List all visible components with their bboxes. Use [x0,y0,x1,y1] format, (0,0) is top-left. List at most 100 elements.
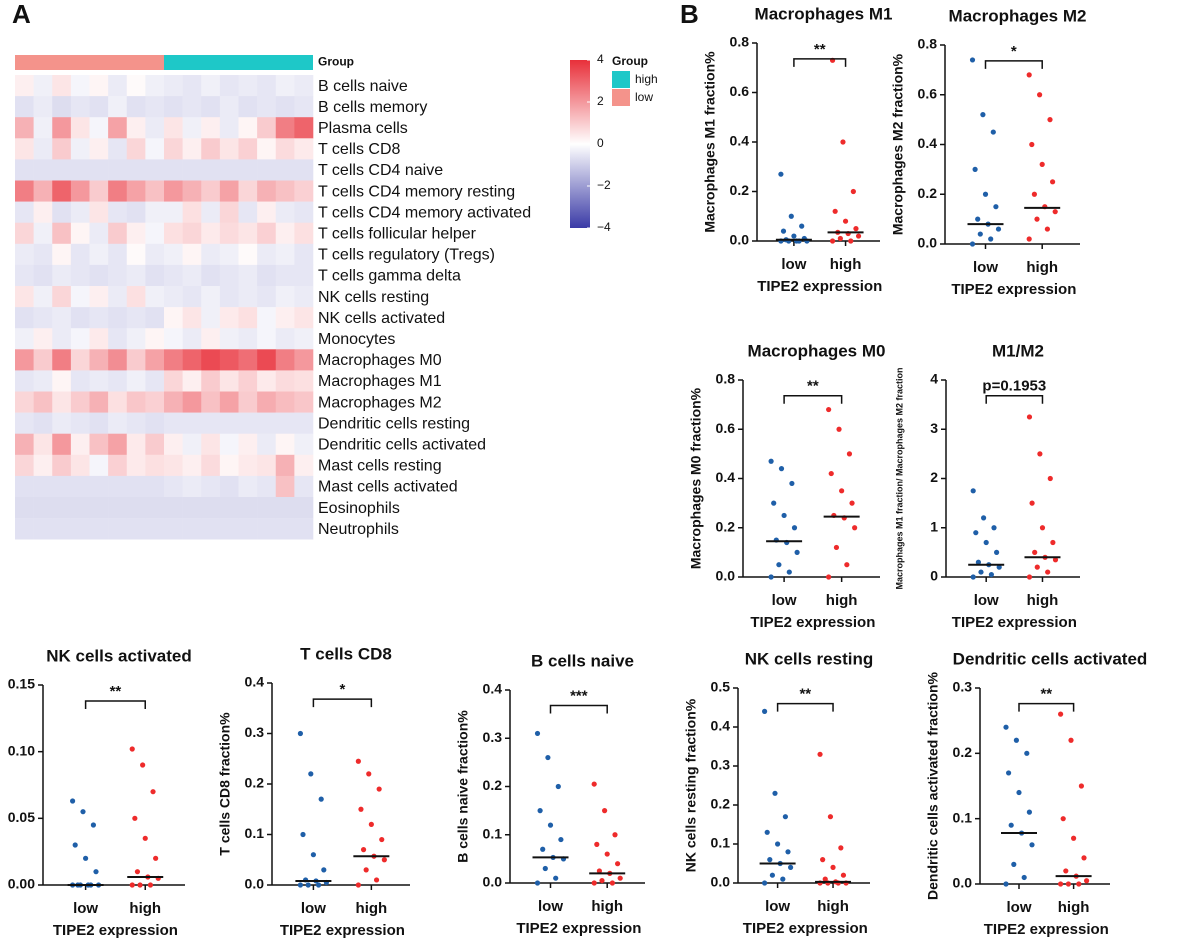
heatmap-cell [219,370,239,392]
significance-bracket [783,395,843,404]
dot [1021,874,1027,881]
heatmap-cell [52,117,72,139]
heatmap-cell [52,286,72,308]
significance-bracket [549,704,608,714]
heatmap-cell [145,497,165,519]
heatmap-cell [294,391,314,413]
heatmap-cell [164,180,183,202]
heatmap-cell [15,518,34,540]
heatmap-cell [182,497,202,519]
dot [978,569,984,575]
dot [1026,236,1032,242]
y-axis-label: Dendritic cells activated fraction% [925,671,941,900]
significance-label: *** [570,687,588,704]
heatmap-cell [70,264,90,287]
heatmap-cell [257,454,277,477]
x-axis-label: TIPE2 expression [951,281,1076,298]
heatmap-cell [33,159,53,181]
heatmap-cell [294,454,314,477]
heatmap-cell [201,96,221,118]
heatmap-cell [89,286,109,308]
heatmap-cell [257,349,277,371]
x-tick-label: low [781,256,806,273]
heatmap-cell [33,475,53,498]
heatmap-cell [126,475,146,498]
heatmap-cell [201,243,221,266]
heatmap-cell [164,433,183,456]
legend-label: low [635,90,653,104]
significance-bracket [776,702,834,712]
heatmap-cell [108,391,128,413]
heatmap-cell [126,497,146,519]
heatmap-cell [238,391,258,413]
significance-bracket [984,60,1043,69]
heatmap-cell [164,117,183,139]
x-tick-label: high [356,900,388,917]
heatmap-cell [89,454,109,477]
heatmap-cell [15,454,34,477]
dot [363,867,369,873]
dot [972,166,978,172]
dot [1006,770,1012,776]
dot [308,771,314,777]
dot [1078,783,1084,789]
heatmap-cell [70,201,90,223]
chart-title: NK cells resting [745,649,874,668]
y-tick-label: 0.2 [711,796,731,812]
dot [1076,881,1082,887]
heatmap-cell [164,454,183,477]
heatmap-cell [52,518,72,540]
heatmap-cell [52,222,72,245]
heatmap-cell [145,475,165,498]
heatmap-cell [15,412,34,434]
heatmap-cell [126,159,146,181]
heatmap-cell [89,433,109,456]
dot [555,783,561,790]
dot [318,796,324,802]
heatmap-cell [219,328,239,350]
heatmap-cell [257,412,277,434]
heatmap-cell [89,222,109,245]
dot [826,406,832,413]
heatmap-cell [182,391,202,413]
heatmap-cell [108,497,128,519]
heatmap-cell [201,264,221,287]
dot [975,216,981,222]
dot [150,789,156,795]
dot [842,218,849,224]
row-label: B cells naive [318,78,408,95]
y-tick-label: 0.4 [483,681,503,697]
heatmap-cell [89,138,109,160]
heatmap-cell [15,180,34,202]
dot [1026,414,1033,420]
heatmap-cell [182,75,202,97]
heatmap-cell [275,307,295,329]
dot [778,466,785,472]
row-label: NK cells activated [318,310,445,327]
y-tick-label: 4 [930,371,938,387]
dot [788,213,794,219]
heatmap-cell [145,75,165,97]
heatmap-cell [70,180,90,202]
dot [1013,737,1020,743]
heatmap-cell [275,222,295,245]
dot [1024,750,1030,756]
dot [772,790,778,796]
heatmap-cell [164,159,183,181]
heatmap-cell [33,222,53,245]
dot [789,480,795,487]
dot [993,204,999,210]
dot [1052,557,1059,563]
dot [786,569,792,575]
heatmap-cell [145,454,165,477]
y-tick-label: 0.2 [483,777,503,793]
dot [366,771,372,777]
heatmap-cell [164,307,183,329]
row-label: Dendritic cells activated [318,436,486,453]
heatmap-cell [33,412,53,434]
heatmap-cell [238,497,258,519]
heatmap-cell [219,180,239,202]
heatmap-cell [108,518,128,540]
y-tick-label: 0.3 [711,757,731,773]
heatmap-cell [275,433,295,456]
